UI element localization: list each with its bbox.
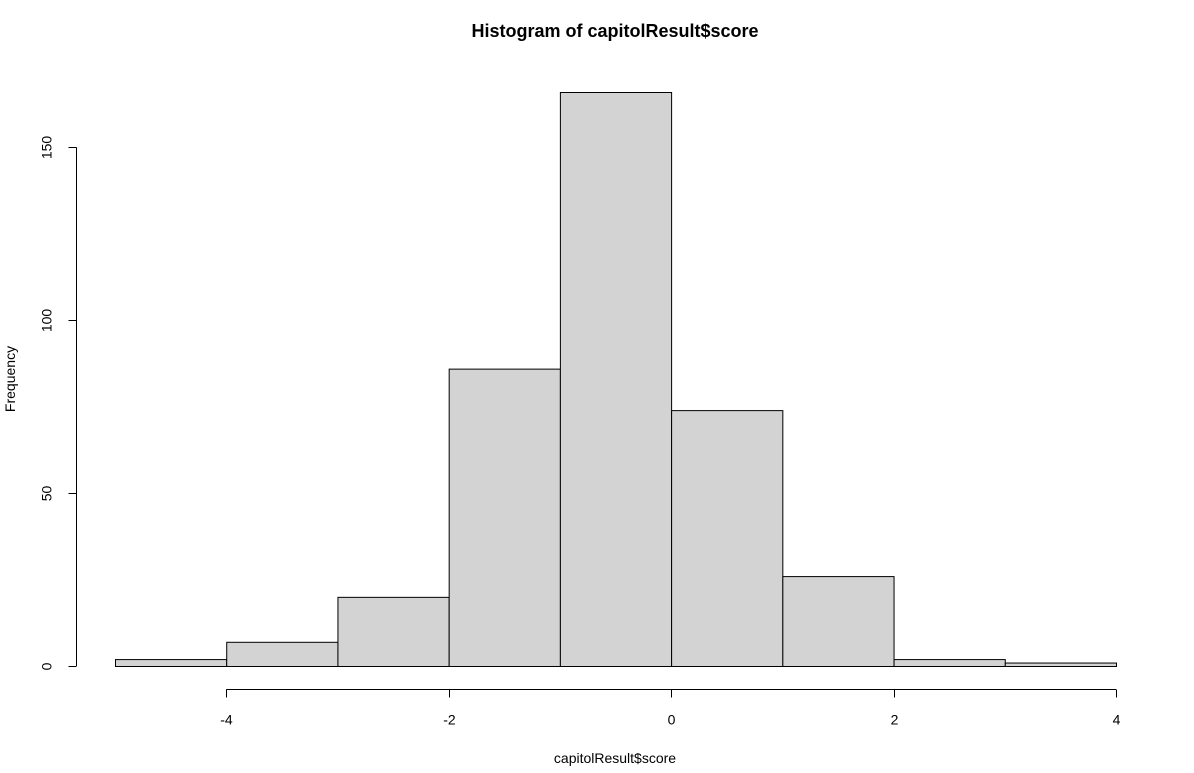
x-tick-label: 0: [668, 712, 676, 728]
histogram-bar: [559, 92, 673, 667]
y-tick-label: 100: [39, 309, 55, 333]
chart-title: Histogram of capitolResult$score: [471, 21, 758, 41]
histogram-bar: [337, 596, 450, 668]
y-axis: 0 50 100 150: [39, 136, 77, 670]
histogram-bar: [671, 410, 784, 667]
x-tick-label: 2: [891, 712, 899, 728]
x-axis: -4 -2 0 2 4: [220, 689, 1121, 728]
histogram-bar: [893, 659, 1006, 668]
y-tick-label: 150: [39, 136, 55, 160]
x-axis-label: capitolResult$score: [554, 750, 676, 766]
histogram-bar: [1004, 662, 1117, 668]
histogram-bar: [226, 641, 339, 667]
bars-group: [115, 92, 1117, 668]
y-tick-label: 0: [39, 662, 55, 670]
y-tick-label: 50: [39, 486, 55, 502]
x-tick-label: -2: [443, 712, 456, 728]
histogram-bar: [115, 659, 228, 668]
y-axis-label: Frequency: [2, 346, 18, 412]
histogram-bar: [782, 576, 895, 667]
x-tick-label: 4: [1113, 712, 1121, 728]
x-tick-label: -4: [220, 712, 233, 728]
histogram-bar: [448, 368, 561, 667]
